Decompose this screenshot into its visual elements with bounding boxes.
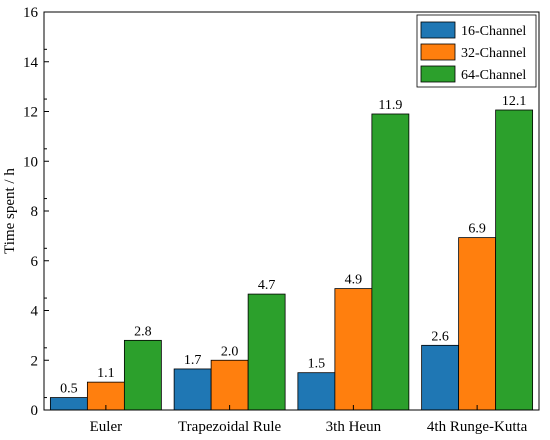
bar bbox=[247, 293, 286, 411]
bar bbox=[495, 109, 534, 411]
bar bbox=[49, 397, 88, 411]
bar-value-label: 2.8 bbox=[134, 324, 152, 339]
legend: 16-Channel 32-Channel 64-Channel bbox=[416, 14, 537, 88]
bar-value-label: 2.0 bbox=[221, 344, 239, 359]
bar-value-label: 12.1 bbox=[502, 94, 527, 109]
bar-value-label: 4.7 bbox=[258, 278, 276, 293]
y-axis-label: Time spent / h bbox=[2, 168, 18, 254]
bar-value-label: 0.5 bbox=[60, 382, 78, 397]
y-tick-label: 8 bbox=[31, 204, 39, 220]
legend-swatch bbox=[420, 43, 456, 61]
x-tick-label: 4th Runge-Kutta bbox=[427, 419, 528, 435]
y-tick-label: 4 bbox=[31, 304, 39, 320]
bar bbox=[210, 359, 249, 411]
bar bbox=[297, 372, 336, 411]
bar-value-label: 4.9 bbox=[345, 273, 363, 288]
bar-value-label: 2.6 bbox=[431, 329, 449, 344]
legend-swatch bbox=[420, 65, 456, 83]
y-tick-label: 0 bbox=[31, 403, 39, 419]
bar-value-label: 1.5 bbox=[308, 357, 326, 372]
bar-value-label: 6.9 bbox=[468, 222, 486, 237]
bar bbox=[421, 344, 460, 411]
legend-swatch bbox=[420, 21, 456, 39]
y-tick-label: 14 bbox=[23, 55, 39, 71]
y-tick-label: 10 bbox=[23, 154, 38, 170]
bar bbox=[458, 237, 497, 411]
x-tick-label: Trapezoidal Rule bbox=[178, 419, 282, 435]
bar-value-label: 11.9 bbox=[378, 98, 402, 113]
y-tick-label: 12 bbox=[23, 105, 38, 121]
legend-label: 64-Channel bbox=[461, 68, 526, 83]
legend-label: 32-Channel bbox=[461, 46, 526, 61]
bar-value-label: 1.1 bbox=[97, 366, 115, 381]
y-tick-label: 16 bbox=[23, 5, 39, 21]
bar-value-label: 1.7 bbox=[184, 353, 202, 368]
x-tick-label: Euler bbox=[90, 419, 122, 435]
bar bbox=[123, 339, 162, 411]
x-tick-label: 3th Heun bbox=[326, 419, 382, 435]
bar bbox=[334, 288, 373, 411]
bar bbox=[173, 368, 212, 411]
legend-label: 16-Channel bbox=[461, 24, 526, 39]
y-tick-label: 2 bbox=[31, 353, 39, 369]
bar bbox=[371, 113, 410, 411]
y-tick-label: 6 bbox=[31, 254, 39, 270]
plot-area: 0.5 1.7 1.5 2.6 1.1 2.0 4.9 6.9 2.8 4.7 11.9 12.1 0 2… bbox=[23, 5, 540, 435]
